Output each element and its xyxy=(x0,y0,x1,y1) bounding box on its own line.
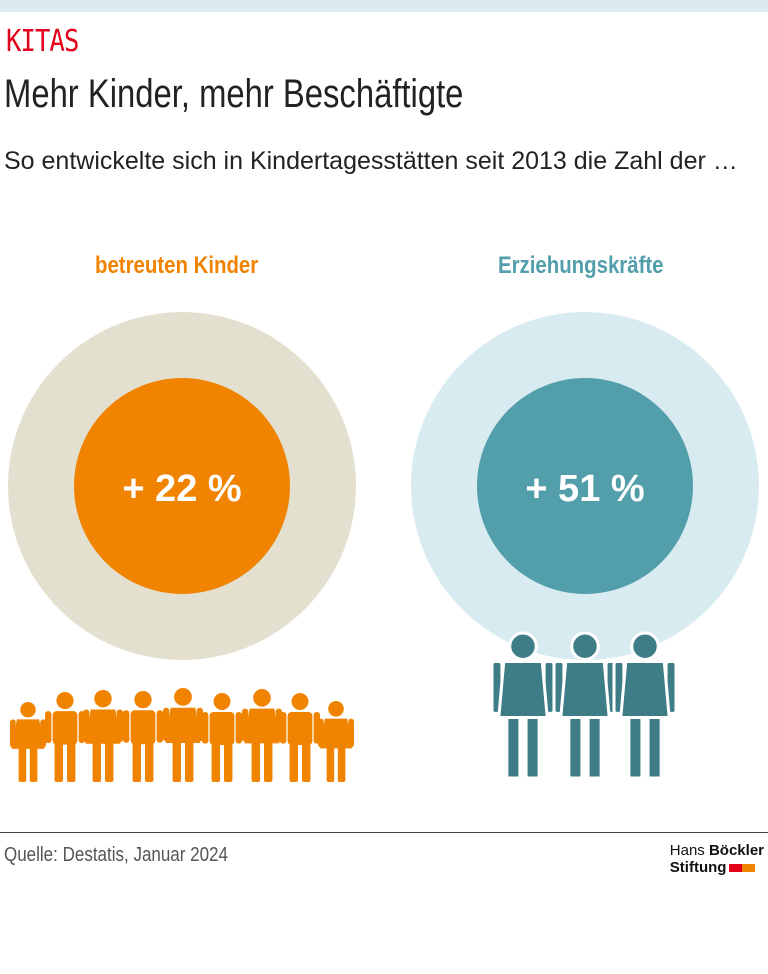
logo-orange-square xyxy=(742,864,756,873)
subtitle: So entwickelte sich in Kindertagesstätte… xyxy=(4,147,738,175)
kicker: KITAS xyxy=(6,24,79,59)
circles-and-figures: + 22 % + 51 % xyxy=(8,312,759,782)
person-icon xyxy=(242,689,282,782)
logo-red-square xyxy=(729,864,743,873)
divider xyxy=(0,832,768,833)
source: Quelle: Destatis, Januar 2024 xyxy=(4,844,228,866)
person-icon xyxy=(83,690,123,782)
person-icon xyxy=(612,631,678,780)
person-icon xyxy=(163,688,203,782)
inner-circle xyxy=(477,378,693,594)
logo-text-2: Stiftung xyxy=(669,859,727,876)
person-icon xyxy=(123,691,163,782)
top-bar xyxy=(0,0,768,12)
percent-value: + 51 % xyxy=(525,468,644,510)
logo-text-bold: Böckler xyxy=(708,842,764,859)
person-icon xyxy=(318,701,354,782)
inner-circle xyxy=(74,378,290,594)
page-title: Mehr Kinder, mehr Beschäftigte xyxy=(4,72,464,116)
label-children: betreuten Kinder xyxy=(95,252,259,279)
label-educators: Erziehungskräfte xyxy=(498,252,664,279)
person-icon xyxy=(202,693,242,782)
person-icon xyxy=(552,631,618,780)
person-icon xyxy=(490,631,556,780)
percent-value: + 22 % xyxy=(122,468,241,510)
logo: Hans Böckler Stiftung xyxy=(670,842,764,876)
person-icon xyxy=(10,702,46,782)
person-icon xyxy=(45,692,85,782)
person-icon xyxy=(280,693,320,782)
logo-text: Hans xyxy=(669,842,709,859)
